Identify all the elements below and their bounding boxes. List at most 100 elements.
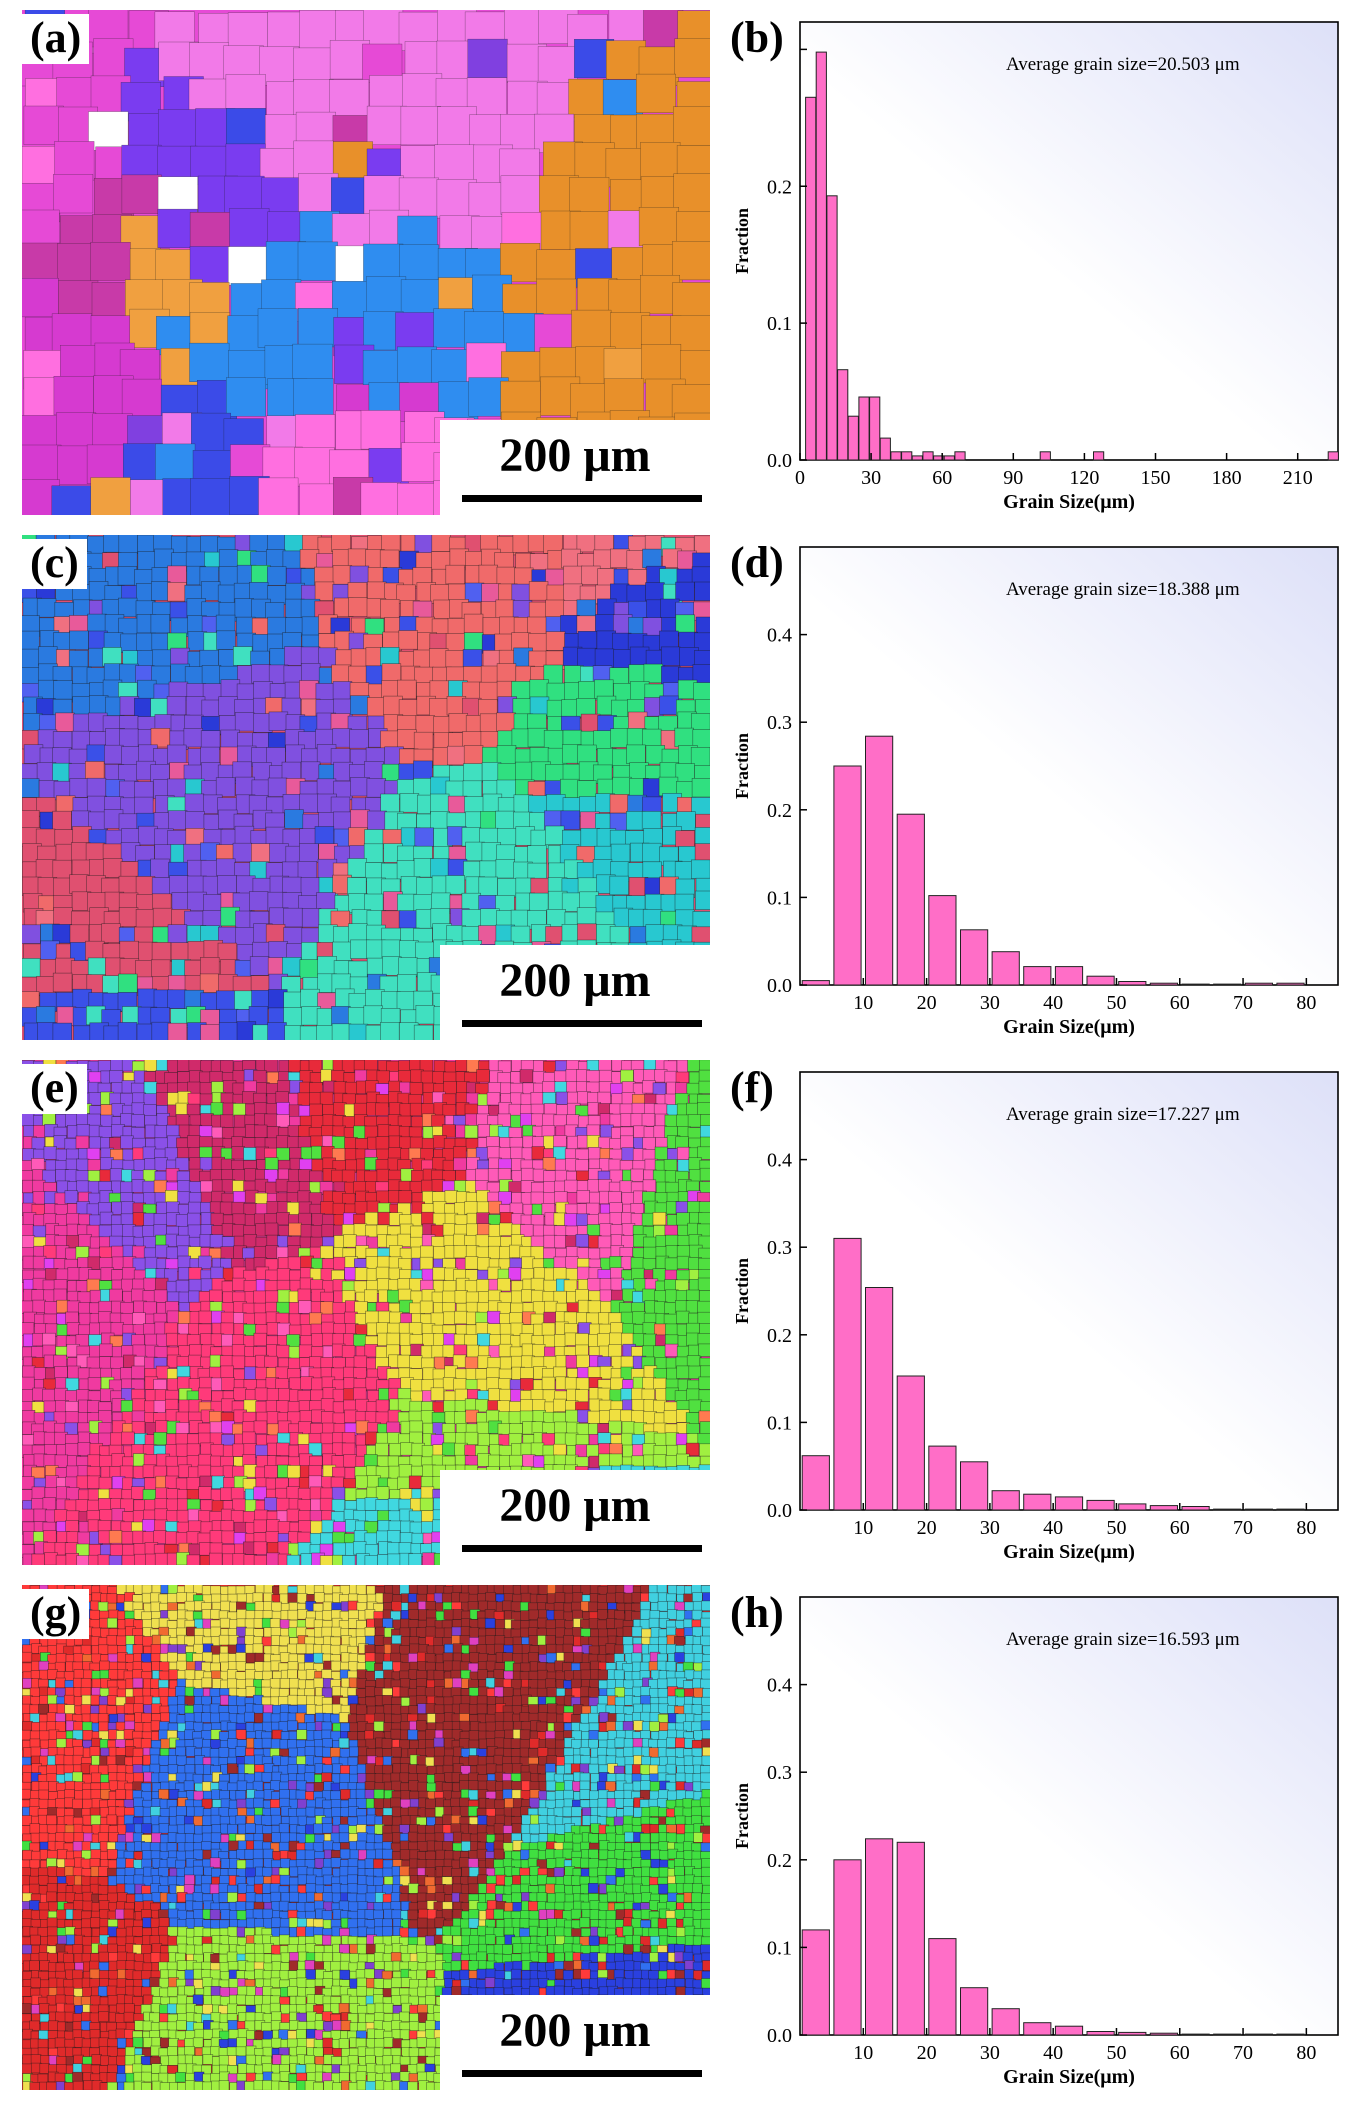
grain bbox=[420, 1486, 435, 1500]
grain bbox=[118, 907, 139, 927]
grain bbox=[673, 106, 710, 146]
x-tick-label: 70 bbox=[1233, 992, 1253, 1014]
grain bbox=[419, 1256, 434, 1271]
grain bbox=[249, 581, 269, 602]
grain bbox=[586, 1135, 601, 1149]
grain bbox=[295, 414, 336, 454]
grain bbox=[218, 566, 239, 586]
grain bbox=[487, 1146, 501, 1160]
grain bbox=[479, 713, 500, 733]
grain bbox=[697, 1311, 710, 1326]
grain bbox=[87, 1159, 102, 1173]
grain bbox=[481, 583, 501, 603]
grain bbox=[276, 1114, 290, 1128]
grain bbox=[444, 1190, 458, 1204]
x-tick-label: 10 bbox=[853, 992, 873, 1014]
grain bbox=[76, 1180, 90, 1194]
grain bbox=[253, 1541, 267, 1555]
grain bbox=[676, 1146, 691, 1161]
grain bbox=[216, 858, 236, 878]
grain bbox=[400, 105, 441, 146]
grain bbox=[132, 1398, 146, 1412]
panel-label: (b) bbox=[722, 14, 792, 64]
grain bbox=[297, 1288, 311, 1302]
grain bbox=[430, 858, 450, 878]
grain bbox=[413, 858, 434, 878]
grain bbox=[571, 309, 612, 350]
grain bbox=[434, 144, 475, 184]
grain bbox=[653, 1345, 667, 1359]
grain bbox=[530, 1113, 545, 1127]
ebsd-map bbox=[22, 535, 710, 1040]
grain bbox=[121, 174, 162, 214]
x-tick-label: 60 bbox=[1170, 1517, 1190, 1539]
grain bbox=[467, 38, 508, 79]
grain bbox=[220, 1114, 234, 1128]
grain bbox=[44, 1301, 58, 1315]
grain bbox=[32, 1179, 46, 1194]
grain bbox=[75, 1135, 90, 1149]
grain bbox=[691, 778, 710, 798]
grain bbox=[672, 282, 710, 322]
grain bbox=[320, 1301, 334, 1315]
grain bbox=[347, 858, 367, 878]
grain bbox=[108, 1555, 123, 1565]
bar bbox=[1276, 1508, 1305, 1511]
grain bbox=[38, 646, 58, 666]
grain bbox=[53, 1354, 67, 1369]
grain bbox=[36, 598, 57, 618]
grain bbox=[553, 1267, 567, 1281]
grain bbox=[209, 1289, 223, 1303]
grain bbox=[700, 1125, 710, 1139]
bar bbox=[1181, 1506, 1210, 1511]
grain bbox=[22, 630, 40, 651]
grain bbox=[477, 1223, 491, 1237]
grain bbox=[298, 308, 339, 348]
bar bbox=[865, 735, 894, 986]
grain bbox=[620, 1069, 634, 1083]
grain bbox=[225, 74, 266, 114]
grain bbox=[319, 1091, 334, 1105]
grain bbox=[22, 1376, 35, 1391]
grain bbox=[52, 972, 73, 993]
bar bbox=[801, 980, 830, 986]
grain bbox=[150, 858, 170, 879]
grain bbox=[621, 1421, 636, 1435]
grain bbox=[442, 1104, 456, 1118]
grain bbox=[22, 1112, 35, 1127]
grain bbox=[42, 1497, 56, 1511]
grain bbox=[137, 679, 157, 700]
x-tick-label: 120 bbox=[1069, 467, 1099, 489]
x-tick-label: 210 bbox=[1283, 467, 1313, 489]
grain bbox=[463, 763, 483, 783]
grain bbox=[318, 647, 338, 667]
grain bbox=[545, 631, 566, 651]
grain bbox=[354, 1267, 369, 1281]
grain bbox=[193, 1585, 204, 1594]
grain bbox=[642, 1288, 656, 1302]
grain bbox=[409, 1420, 423, 1434]
grain bbox=[251, 843, 271, 863]
grain bbox=[232, 1498, 246, 1512]
grain bbox=[553, 1235, 568, 1249]
grain bbox=[322, 1610, 333, 1621]
grain bbox=[254, 1102, 268, 1116]
grain bbox=[234, 598, 254, 618]
grain bbox=[109, 1168, 124, 1182]
grain bbox=[53, 1509, 68, 1523]
grain bbox=[198, 1486, 212, 1500]
grain bbox=[413, 760, 433, 780]
grain bbox=[32, 1191, 47, 1205]
grain bbox=[476, 1421, 491, 1436]
grain bbox=[642, 1137, 656, 1151]
grain bbox=[640, 141, 681, 182]
grain bbox=[387, 1542, 401, 1556]
grain bbox=[253, 1420, 268, 1434]
grain bbox=[209, 1234, 224, 1248]
grain bbox=[188, 42, 229, 82]
grain bbox=[478, 564, 498, 585]
grain bbox=[664, 1257, 679, 1271]
y-tick-label: 0.1 bbox=[767, 1412, 792, 1434]
grain bbox=[118, 535, 138, 554]
grain bbox=[22, 1300, 35, 1314]
